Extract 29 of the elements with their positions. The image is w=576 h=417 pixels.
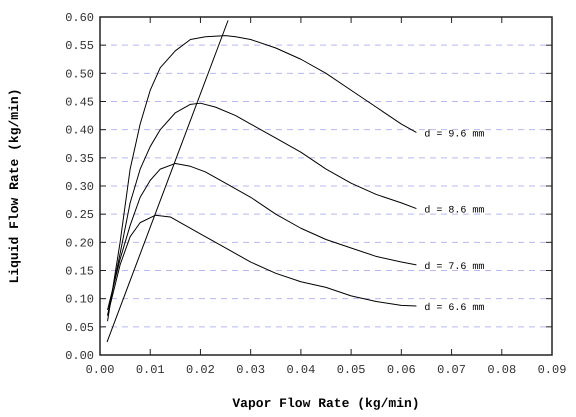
x-tick-label: 0.04: [286, 363, 316, 377]
y-tick-label: 0.05: [65, 320, 94, 335]
y-axis-title: Liquid Flow Rate (kg/min): [7, 88, 22, 284]
series-label: d = 8.6 mm: [424, 204, 484, 217]
y-tick-label: 0.60: [65, 11, 94, 25]
series-label: d = 7.6 mm: [424, 260, 484, 273]
y-tick-label: 0.40: [65, 124, 94, 138]
y-tick-label: 0.20: [65, 236, 94, 250]
y-tick-label: 0.30: [65, 180, 94, 194]
x-axis-title: Vapor Flow Rate (kg/min): [232, 396, 420, 411]
x-tick-label: 0.05: [336, 363, 366, 377]
series-label: d = 9.6 mm: [424, 128, 484, 140]
series-label: d = 6.6 mm: [424, 302, 484, 314]
y-tick-label: 0.15: [65, 264, 94, 278]
x-tick-label: 0.08: [487, 363, 516, 377]
y-tick-label: 0.25: [65, 208, 94, 222]
x-tick-label: 0.00: [86, 363, 114, 377]
x-tick-label: 0.07: [437, 363, 466, 377]
x-tick-label: 0.06: [386, 363, 416, 377]
x-tick-label: 0.03: [236, 363, 266, 377]
x-tick-label: 0.09: [538, 363, 566, 377]
y-tick-label: 0.10: [65, 292, 94, 307]
y-tick-label: 0.50: [65, 67, 94, 82]
y-tick-label: 0.55: [65, 39, 94, 54]
y-tick-label: 0.00: [65, 349, 94, 363]
x-tick-label: 0.02: [186, 363, 215, 377]
x-tick-label: 0.01: [136, 363, 165, 377]
y-tick-label: 0.35: [65, 152, 94, 166]
y-tick-label: 0.45: [65, 96, 94, 110]
